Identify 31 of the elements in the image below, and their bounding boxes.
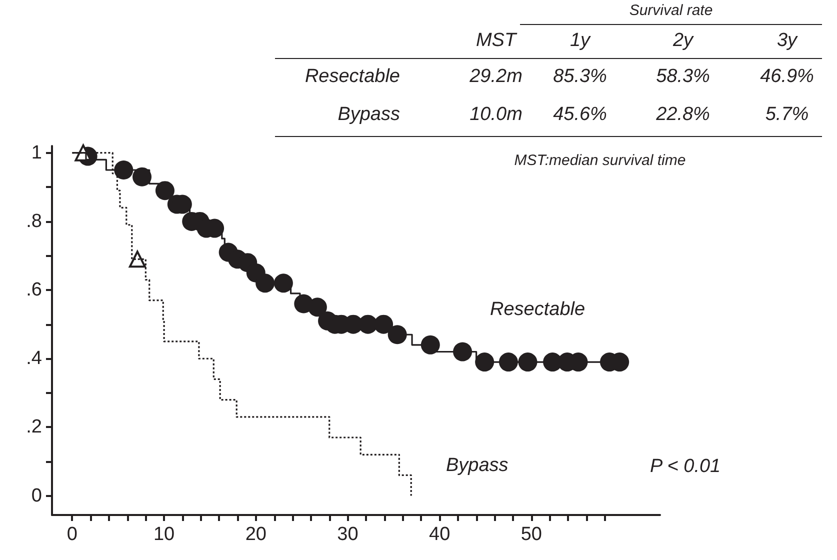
text: 3y	[776, 30, 799, 52]
text: Bypass	[336, 104, 400, 126]
annotation: P < 0.01	[650, 456, 721, 478]
text: 2y	[672, 30, 695, 52]
text: 46.9%	[759, 66, 815, 88]
text: 5.7%	[764, 104, 810, 126]
y-tick-label: 0	[31, 485, 42, 506]
y-tick-label: .6	[26, 280, 42, 301]
x-tick-label: 40	[429, 524, 450, 545]
text: 1y	[568, 30, 592, 52]
y-tick-label: .8	[26, 210, 42, 232]
series-label: Bypass	[446, 455, 509, 476]
y-tick-label: .2	[26, 416, 42, 438]
x-tick-label: 10	[153, 524, 175, 545]
x-tick-label: 0	[66, 524, 78, 545]
x-tick-label: 50	[520, 524, 542, 545]
text: MST	[474, 30, 518, 52]
text: 22.8%	[655, 104, 711, 126]
text: 58.3%	[655, 66, 711, 88]
series-label: Resectable	[490, 299, 586, 320]
text: 85.3%	[553, 66, 607, 87]
text: Survival rate	[628, 2, 714, 19]
text: 10.0m	[470, 104, 522, 125]
text: 29.2m	[470, 66, 522, 87]
text: Resectable	[304, 66, 400, 88]
x-tick-label: 30	[337, 524, 358, 545]
y-tick-label: 1	[31, 142, 42, 164]
annotation: MST:median survival time	[513, 152, 687, 169]
x-tick-label: 20	[245, 524, 266, 545]
text: 45.6%	[553, 104, 607, 125]
y-tick-label: .4	[26, 348, 42, 370]
